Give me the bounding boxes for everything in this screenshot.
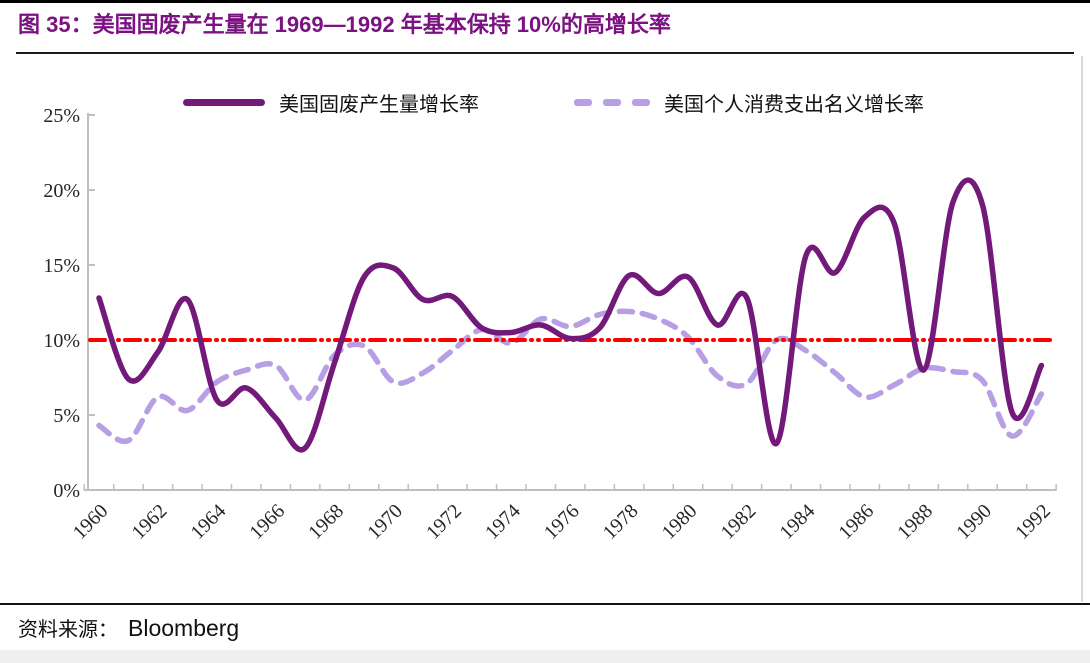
title-underline xyxy=(16,52,1074,54)
x-axis-label: 1990 xyxy=(952,500,996,544)
x-axis-label: 1978 xyxy=(599,500,643,544)
dash-segment xyxy=(574,98,592,106)
x-axis-label: 1980 xyxy=(658,500,702,544)
source-value: Bloomberg xyxy=(128,615,240,641)
top-rule xyxy=(0,0,1090,3)
source-label: 资料来源： xyxy=(18,617,118,641)
series-line-waste-solid xyxy=(96,177,1045,453)
legend-label: 美国个人消费支出名义增长率 xyxy=(664,91,924,116)
x-axis-label: 1962 xyxy=(128,500,172,544)
x-axis-label: 1974 xyxy=(481,500,525,544)
page-right-edge xyxy=(1081,56,1083,602)
x-axis-label: 1984 xyxy=(775,500,819,544)
x-axis-label: 1966 xyxy=(245,500,289,544)
solid-line-swatch xyxy=(183,98,265,106)
x-axis-label: 1976 xyxy=(540,500,584,544)
y-axis-label: 15% xyxy=(43,255,80,277)
legend-item-pce-growth: 美国个人消费支出名义增长率 xyxy=(574,88,924,117)
dashed-line-swatch xyxy=(574,98,650,106)
y-axis-label: 20% xyxy=(43,180,80,202)
legend-item-solid-waste-growth: 美国固废产生量增长率 xyxy=(183,88,479,117)
x-axis-label: 1972 xyxy=(422,500,466,544)
y-axis-label: 5% xyxy=(53,405,80,427)
chart-legend: 美国固废产生量增长率 美国个人消费支出名义增长率 xyxy=(183,86,924,118)
page-bottom-strip xyxy=(0,650,1090,663)
y-axis-label: 10% xyxy=(43,330,80,352)
figure-title: 图 35：美国固废产生量在 1969—1992 年基本保持 10%的高增长率 xyxy=(18,12,671,37)
x-axis-label: 1982 xyxy=(717,500,761,544)
x-axis-label: 1988 xyxy=(893,500,937,544)
series-line-pce-dashed xyxy=(96,308,1045,445)
x-axis-label: 1964 xyxy=(186,500,230,544)
x-axis-label: 1986 xyxy=(834,500,878,544)
dash-segment xyxy=(603,98,621,106)
y-axis-label: 0% xyxy=(53,480,80,502)
source-divider-rule xyxy=(0,603,1090,605)
dash-segment xyxy=(632,98,650,106)
legend-label: 美国固废产生量增长率 xyxy=(279,91,479,116)
x-axis-label: 1968 xyxy=(304,500,348,544)
y-axis-label: 25% xyxy=(43,105,80,127)
x-axis-label: 1992 xyxy=(1011,500,1055,544)
x-axis-label: 1970 xyxy=(363,500,407,544)
x-axis-label: 1960 xyxy=(69,500,113,544)
source-row: 资料来源： Bloomberg xyxy=(18,613,239,642)
